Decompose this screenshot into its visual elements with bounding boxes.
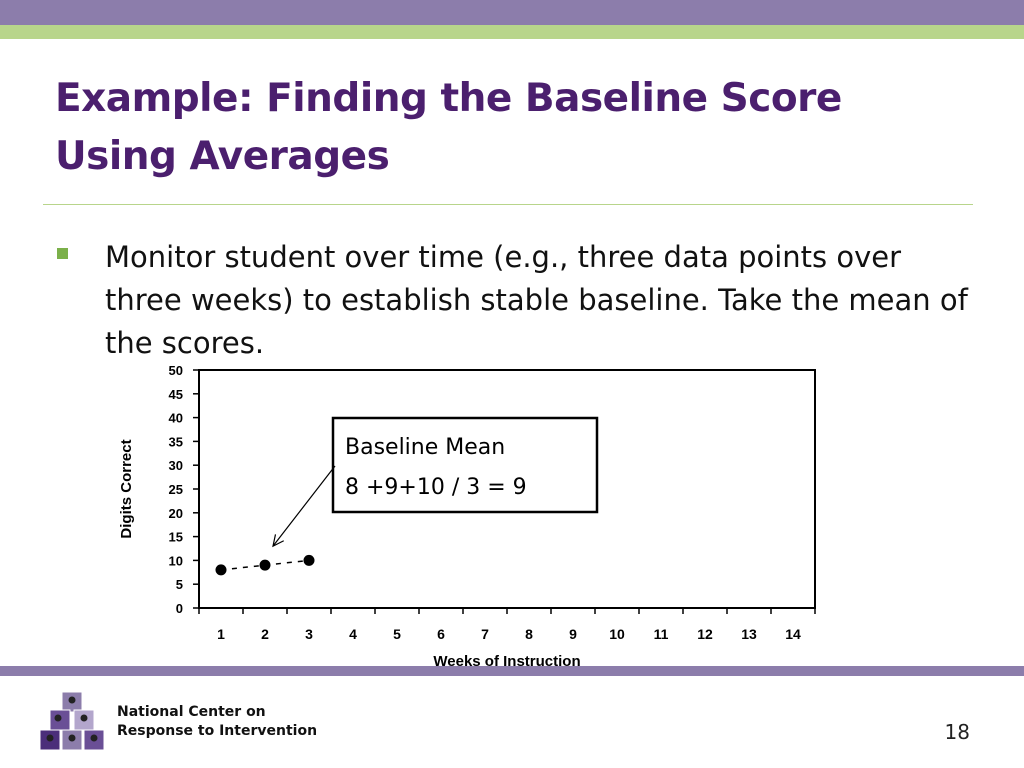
org-line-2: Response to Intervention xyxy=(117,723,318,739)
x-tick-label: 2 xyxy=(261,626,269,642)
x-tick-label: 12 xyxy=(697,626,713,642)
data-point xyxy=(303,554,315,566)
y-tick-label: 0 xyxy=(176,601,183,616)
y-tick-label: 30 xyxy=(169,458,183,473)
x-tick-label: 13 xyxy=(741,626,757,642)
page-number: 18 xyxy=(944,720,970,744)
x-tick-label: 14 xyxy=(785,626,801,642)
x-axis-label: Weeks of Instruction xyxy=(433,653,580,666)
x-tick-label: 11 xyxy=(654,626,669,642)
x-tick-label: 3 xyxy=(305,626,313,642)
bottom-banner xyxy=(0,666,1024,676)
data-point xyxy=(215,564,227,576)
x-tick-label: 9 xyxy=(569,626,577,642)
x-tick-label: 1 xyxy=(217,626,225,642)
x-tick-label: 6 xyxy=(437,626,445,642)
x-tick-label: 10 xyxy=(609,626,625,642)
title-divider xyxy=(43,204,973,205)
annotation-arrow xyxy=(272,465,336,547)
series-line-segment xyxy=(220,564,266,571)
data-point xyxy=(259,559,271,571)
y-axis-label: Digits Correct xyxy=(118,439,135,538)
org-name: National Center on Response to Intervent… xyxy=(117,703,317,741)
annotation-line-2: 8 +9+10 / 3 = 9 xyxy=(345,475,527,500)
y-tick-label: 40 xyxy=(169,411,183,426)
ncrti-logo-icon xyxy=(39,691,105,751)
bullet-square-icon xyxy=(57,248,68,259)
y-tick-label: 45 xyxy=(169,387,183,402)
bullet-text: Monitor student over time (e.g., three d… xyxy=(105,240,968,360)
y-tick-label: 10 xyxy=(169,553,183,568)
y-tick-label: 35 xyxy=(169,434,183,449)
y-tick-label: 50 xyxy=(169,363,183,378)
slide-title: Example: Finding the Baseline Score Usin… xyxy=(55,70,975,186)
y-tick-label: 20 xyxy=(169,506,183,521)
series-line-segment xyxy=(264,559,310,566)
top-banner-green xyxy=(0,25,1024,39)
x-tick-label: 4 xyxy=(349,626,357,642)
annotation-line-1: Baseline Mean xyxy=(345,435,505,460)
title-line-2: Using Averages xyxy=(55,134,390,179)
y-tick-label: 25 xyxy=(169,482,183,497)
annotation-arrowhead-icon xyxy=(272,534,285,548)
x-tick-label: 7 xyxy=(481,626,489,642)
annotation-box xyxy=(331,416,599,514)
org-line-1: National Center on xyxy=(117,704,266,720)
title-line-1: Example: Finding the Baseline Score xyxy=(55,76,842,121)
y-tick-label: 15 xyxy=(169,530,183,545)
x-tick-label: 5 xyxy=(393,626,401,642)
y-tick-label: 5 xyxy=(176,577,183,592)
x-tick-label: 8 xyxy=(525,626,533,642)
top-banner-purple xyxy=(0,0,1024,25)
